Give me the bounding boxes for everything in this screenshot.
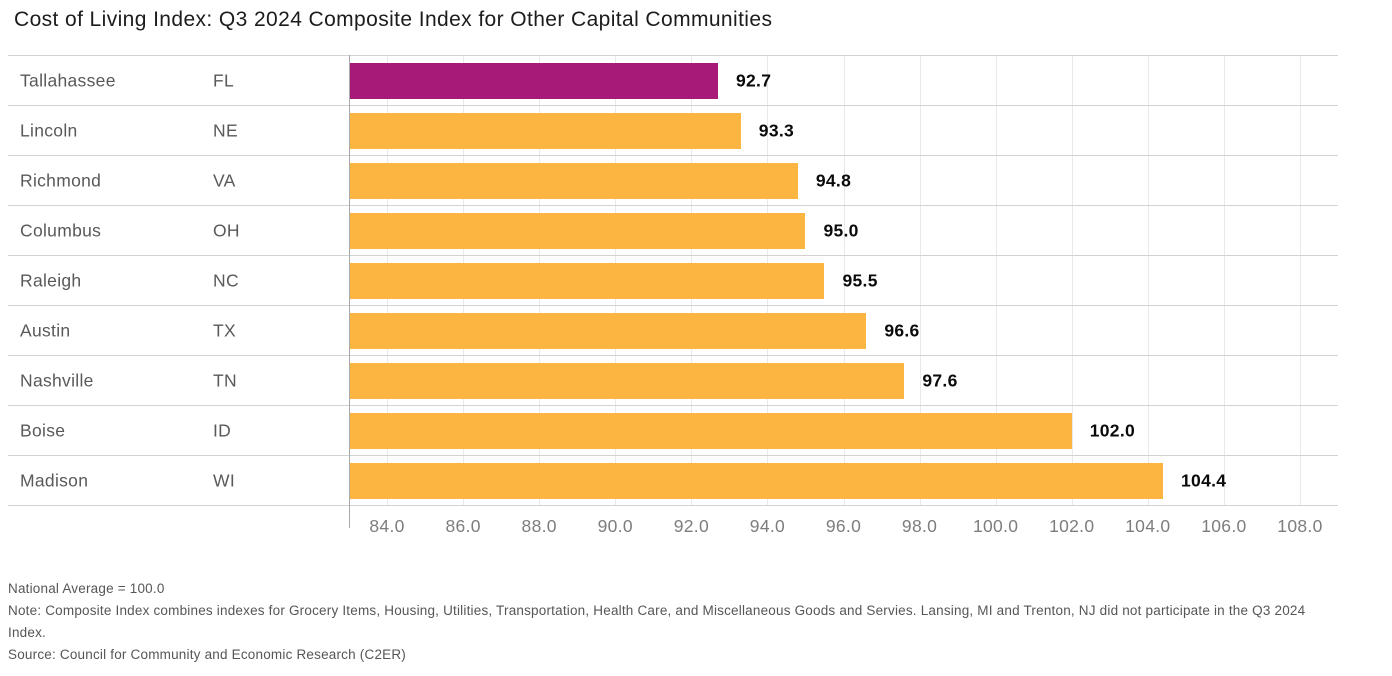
row-city-label: Nashville: [20, 370, 94, 390]
x-axis-tick-label: 108.0: [1277, 516, 1323, 536]
row-state-label: ID: [213, 420, 232, 440]
chart-row: Madison WI 104.4: [8, 456, 1338, 506]
chart-rows: Tallahassee FL 92.7 Lincoln NE 93.3 Richmond VA…: [8, 55, 1338, 506]
bar-value-label: 102.0: [1089, 420, 1136, 440]
row-plot-area: 95.0: [349, 206, 1338, 255]
row-plot-area: 93.3: [349, 106, 1338, 155]
row-plot-area: 102.0: [349, 406, 1338, 455]
x-axis-tick-label: 84.0: [369, 516, 405, 536]
row-state-label: FL: [213, 70, 235, 90]
x-axis-tick-label: 100.0: [972, 516, 1019, 536]
chart-footnotes: National Average = 100.0 Note: Composite…: [8, 578, 1338, 666]
row-city-label: Boise: [20, 420, 66, 440]
source-note: Source: Council for Community and Econom…: [8, 647, 406, 662]
chart-row: Columbus OH 95.0: [8, 206, 1338, 256]
x-axis-tick-label: 90.0: [597, 516, 633, 536]
row-plot-area: 96.6: [349, 306, 1338, 355]
x-axis: 84.0 86.0 88.0 90.0 92.0 94.0 96.0 98.0 100.0 102…: [349, 505, 1338, 541]
x-axis-tick-label: 102.0: [1049, 516, 1095, 536]
bar-value-label: 95.5: [842, 270, 878, 290]
bar: [349, 163, 798, 199]
bar-value-label: 92.7: [735, 70, 772, 90]
bar-value-label: 94.8: [815, 170, 852, 190]
x-axis-tick-label: 106.0: [1201, 516, 1247, 536]
national-average-note: National Average = 100.0: [8, 581, 165, 596]
row-state-label: TN: [213, 370, 237, 390]
row-state-label: NC: [213, 270, 239, 290]
bar-value-label: 96.6: [884, 320, 920, 340]
bar-chart: Tallahassee FL 92.7 Lincoln NE 93.3 Richmond VA…: [8, 55, 1338, 540]
y-axis-line: [349, 55, 350, 528]
row-state-label: OH: [213, 220, 240, 240]
methodology-note: Note: Composite Index combines indexes f…: [8, 603, 1306, 640]
x-axis-tick-label: 94.0: [749, 516, 786, 536]
bar-value-label: 97.6: [922, 370, 958, 390]
highlighted-bar: [349, 63, 718, 99]
chart-row: Richmond VA 94.8: [8, 156, 1338, 206]
bar: [349, 263, 825, 299]
chart-row: Boise ID 102.0: [8, 406, 1338, 456]
x-axis-tick-label: 104.0: [1125, 516, 1171, 536]
row-state-label: WI: [213, 470, 235, 490]
bar: [349, 363, 905, 399]
chart-row: Austin TX 96.6: [8, 306, 1338, 356]
chart-row: Raleigh NC 95.5: [8, 256, 1338, 306]
row-state-label: TX: [213, 320, 236, 340]
x-axis-tick-label: 88.0: [521, 516, 557, 536]
row-city-label: Lincoln: [20, 120, 78, 140]
row-city-label: Columbus: [20, 220, 102, 240]
row-plot-area: 97.6: [349, 356, 1338, 405]
bar: [349, 113, 741, 149]
row-plot-area: 94.8: [349, 156, 1338, 205]
row-city-label: Tallahassee: [20, 70, 116, 90]
row-city-label: Raleigh: [20, 270, 82, 290]
row-plot-area: 92.7: [349, 56, 1338, 105]
x-axis-tick-label: 98.0: [901, 516, 938, 536]
bar: [349, 213, 806, 249]
chart-row: Lincoln NE 93.3: [8, 106, 1338, 156]
bar-value-label: 104.4: [1181, 470, 1227, 490]
bar: [349, 413, 1072, 449]
bar: [349, 313, 867, 349]
x-axis-tick-label: 96.0: [825, 516, 862, 536]
bar: [349, 463, 1164, 499]
row-plot-area: 95.5: [349, 256, 1338, 305]
x-axis-tick-label: 86.0: [445, 516, 481, 536]
x-axis-tick-label: 92.0: [673, 516, 709, 536]
bar-value-label: 93.3: [758, 120, 795, 140]
row-city-label: Madison: [20, 470, 89, 490]
row-city-label: Austin: [20, 320, 71, 340]
row-plot-area: 104.4: [349, 456, 1338, 505]
chart-title: Cost of Living Index: Q3 2024 Composite …: [14, 8, 773, 31]
chart-row: Nashville TN 97.6: [8, 356, 1338, 406]
row-city-label: Richmond: [20, 170, 102, 190]
row-state-label: NE: [213, 120, 238, 140]
chart-row: Tallahassee FL 92.7: [8, 56, 1338, 106]
bar-value-label: 95.0: [823, 220, 859, 240]
row-state-label: VA: [213, 170, 236, 190]
